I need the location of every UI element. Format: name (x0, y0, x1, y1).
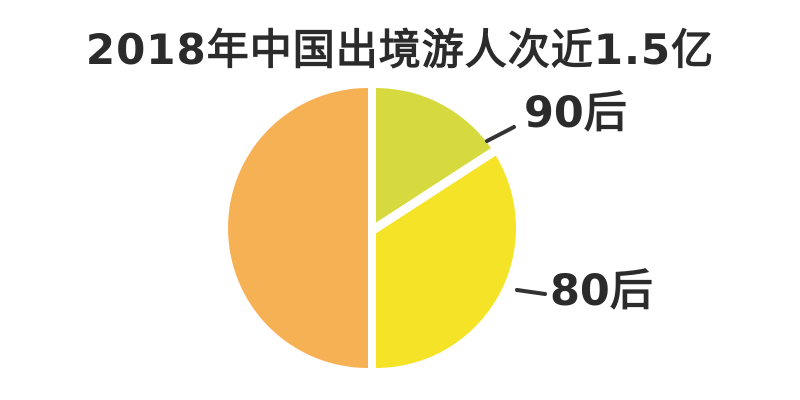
slice-gap-divider (369, 144, 501, 235)
pie-slice-unlabeled (228, 88, 368, 368)
pie-slice-90后 (376, 88, 494, 228)
pie-slices (228, 88, 517, 368)
leader-line-90hou (485, 125, 516, 143)
leader-line-80hou (515, 288, 547, 296)
chart-title: 2018年中国出境游人次近1.5亿 (85, 25, 715, 74)
slice-label-80hou: 80后 (550, 266, 653, 316)
slice-label-90hou: 90后 (524, 88, 627, 138)
